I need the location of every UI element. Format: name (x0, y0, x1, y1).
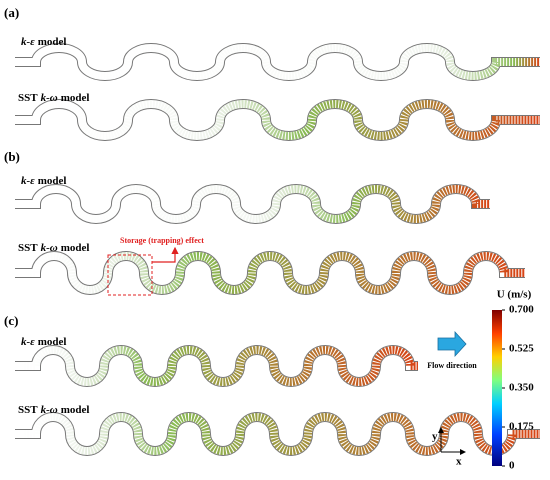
annotation: Storage (trapping) effect (120, 236, 204, 245)
channel-flow (15, 252, 525, 294)
panel-label: (c) (4, 313, 18, 328)
colorbar-tick-label: 0.350 (509, 382, 534, 394)
flow-arrow (437, 330, 467, 358)
model-label-part: k-ω (41, 92, 58, 104)
channel-flow (15, 185, 490, 223)
colorbar-tick-label: 0.525 (509, 343, 534, 355)
model-label-part: model (38, 36, 67, 48)
model-label-part: model (61, 404, 90, 416)
channel-flow (15, 100, 540, 140)
panel-label: (a) (4, 5, 19, 20)
model-label-part: k-ε (21, 175, 35, 187)
model-label-part: model (38, 175, 67, 187)
trap-arrow (152, 246, 179, 263)
model-label: SST k-ω model (18, 92, 89, 104)
colorbar-title: U (m/s) (497, 289, 532, 301)
model-label: SST k-ω model (18, 242, 89, 254)
model-label-part: SST (18, 404, 38, 416)
panel-label: (b) (4, 149, 20, 164)
channel-flow (15, 413, 540, 455)
y-axis-label: y (432, 431, 438, 443)
model-label: SST k-ω model (18, 404, 89, 416)
model-label: k-ε model (21, 175, 66, 187)
colorbar-tick-label: 0.700 (509, 304, 534, 316)
x-axis-label: x (456, 456, 462, 468)
model-label: k-ε model (21, 336, 66, 348)
colorbar-tick-label: 0 (509, 460, 515, 472)
model-label-part: k-ε (21, 36, 35, 48)
colorbar (492, 310, 502, 466)
model-label-part: model (61, 92, 90, 104)
channel-flow (15, 44, 540, 80)
trap-box (107, 254, 153, 296)
channel-wall (15, 251, 525, 295)
channels (15, 43, 540, 456)
model-label-part: k-ω (41, 242, 58, 254)
channel-flow (15, 346, 418, 386)
model-label-part: model (61, 242, 90, 254)
model-label: k-ε model (21, 36, 66, 48)
model-label-part: SST (18, 92, 38, 104)
flow-label: Flow direction (427, 361, 477, 370)
colorbar-tick-label: 0.175 (509, 421, 534, 433)
model-label-part: model (38, 336, 67, 348)
model-label-part: k-ε (21, 336, 35, 348)
model-label-part: k-ω (41, 404, 58, 416)
channel-inner (15, 252, 525, 294)
model-label-part: SST (18, 242, 38, 254)
